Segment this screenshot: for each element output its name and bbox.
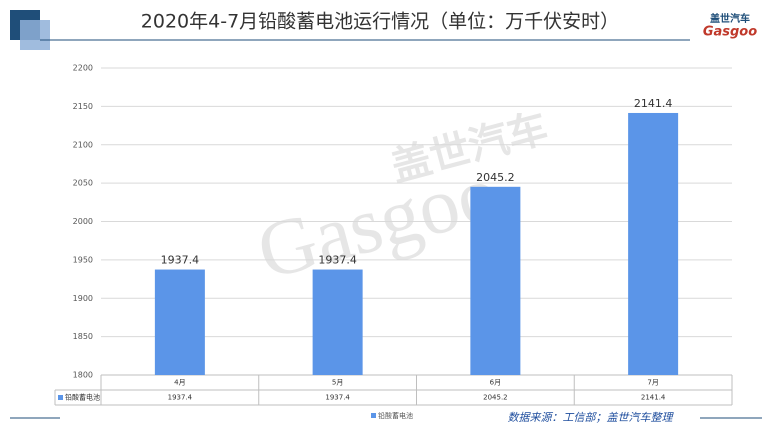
y-tick-label: 2200: [73, 64, 93, 73]
y-tick-label: 1950: [73, 255, 93, 264]
y-tick-label: 2000: [73, 217, 93, 226]
source-note: 数据来源：工信部；盖世汽车整理: [508, 411, 675, 424]
bar: [628, 112, 679, 376]
y-tick-label: 2150: [73, 102, 93, 111]
bar: [312, 269, 363, 375]
x-tick-label: 5月: [332, 379, 343, 387]
table-series-name: 铅酸蓄电池: [65, 393, 100, 402]
header-square: [20, 20, 50, 50]
y-tick-label: 1900: [73, 294, 93, 303]
data-label: 1937.4: [161, 254, 200, 267]
x-tick-label: 4月: [174, 379, 185, 387]
bar: [154, 269, 205, 375]
y-tick-label: 2100: [73, 140, 93, 149]
legend-label: 铅酸蓄电池: [378, 411, 413, 420]
y-tick-label: 2050: [73, 179, 93, 188]
legend-swatch: [58, 395, 63, 400]
table-cell: 2045.2: [483, 394, 508, 402]
table-cell: 2141.4: [641, 394, 666, 402]
logo-name: 盖世汽车: [710, 12, 750, 25]
data-label: 2045.2: [476, 171, 515, 184]
legend-swatch: [371, 413, 376, 418]
logo-brand: Gasgoo: [703, 25, 757, 40]
x-tick-label: 6月: [490, 379, 501, 387]
x-tick-label: 7月: [647, 379, 658, 387]
table-cell: 1937.4: [325, 394, 350, 402]
table-cell: 1937.4: [168, 394, 193, 402]
bar: [470, 186, 521, 375]
y-tick-label: 1800: [73, 371, 93, 380]
chart-title: 2020年4-7月铅酸蓄电池运行情况（单位：万千伏安时）: [141, 11, 619, 33]
y-tick-label: 1850: [73, 332, 93, 341]
data-label: 1937.4: [318, 254, 357, 267]
data-label: 2141.4: [634, 97, 673, 110]
